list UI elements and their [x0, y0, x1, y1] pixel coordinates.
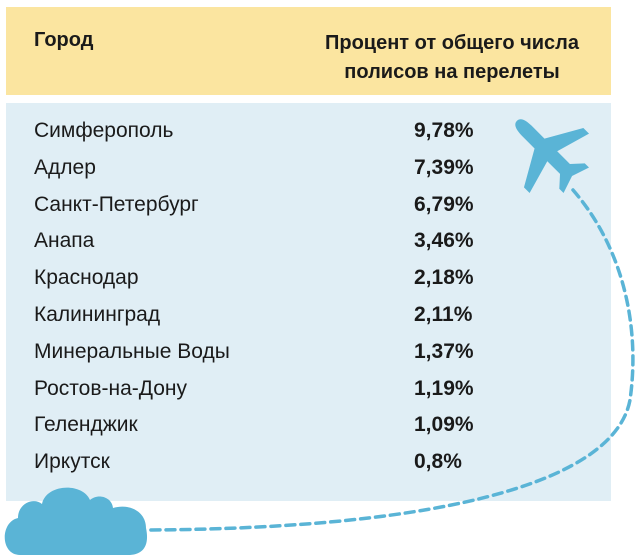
city-name: Калининград	[34, 303, 161, 326]
table-row: Геленджик 1,09%	[6, 408, 611, 445]
table-row: Анапа 3,46%	[6, 224, 611, 261]
airplane-icon	[515, 119, 590, 194]
percent-value: 6,79%	[414, 192, 474, 216]
table-body	[6, 103, 611, 501]
percent-value: 0,8%	[414, 450, 462, 474]
city-name: Минеральные Воды	[34, 339, 230, 363]
city-name: Геленджик	[34, 413, 138, 437]
city-name: Адлер	[34, 155, 96, 179]
city-name: Симферополь	[34, 119, 174, 142]
table-row: Ростов-на-Дону 1,19%	[6, 372, 611, 409]
column-header-percent-line1: Процент от общего числа	[325, 32, 579, 54]
table-row: Калининград 2,11%	[6, 298, 611, 335]
percent-value: 1,09%	[414, 413, 474, 437]
percent-value: 7,39%	[414, 155, 474, 179]
percent-value: 2,11%	[414, 303, 473, 326]
city-name: Иркутск	[34, 450, 110, 474]
cloud-icon	[4, 487, 148, 555]
table-row: Краснодар 2,18%	[6, 261, 611, 298]
percent-value: 1,19%	[414, 376, 474, 400]
table-row: Иркутск 0,8%	[6, 445, 611, 482]
table-row: Адлер 7,39%	[6, 151, 611, 188]
table-header: Город Процент от общего числа полисов на…	[6, 7, 611, 95]
table-row: Минеральные Воды 1,37%	[6, 335, 611, 372]
percent-value: 3,46%	[414, 229, 474, 253]
percent-value: 1,37%	[414, 339, 474, 363]
column-header-percent: Процент от общего числа полисов на перел…	[302, 29, 602, 87]
flight-path	[148, 188, 635, 532]
column-header-city: Город	[34, 29, 94, 51]
table-row: Санкт-Петербург 6,79%	[6, 188, 611, 225]
percent-value: 9,78%	[414, 119, 474, 142]
city-name: Краснодар	[34, 266, 139, 290]
city-name: Санкт-Петербург	[34, 192, 199, 216]
city-name: Ростов-на-Дону	[34, 376, 187, 400]
city-name: Анапа	[34, 229, 95, 253]
table-row: Симферополь 9,78%	[6, 114, 611, 151]
column-header-percent-line2: полисов на перелеты	[344, 61, 560, 83]
percent-value: 2,18%	[414, 266, 474, 290]
